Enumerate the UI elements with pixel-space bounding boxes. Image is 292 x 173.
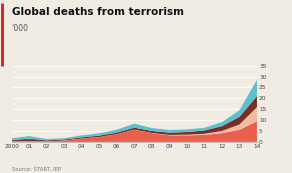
Text: ‘000: ‘000 [12,24,29,33]
Text: Global deaths from terrorism: Global deaths from terrorism [12,7,184,17]
Text: Source: START, IEP: Source: START, IEP [12,166,61,171]
